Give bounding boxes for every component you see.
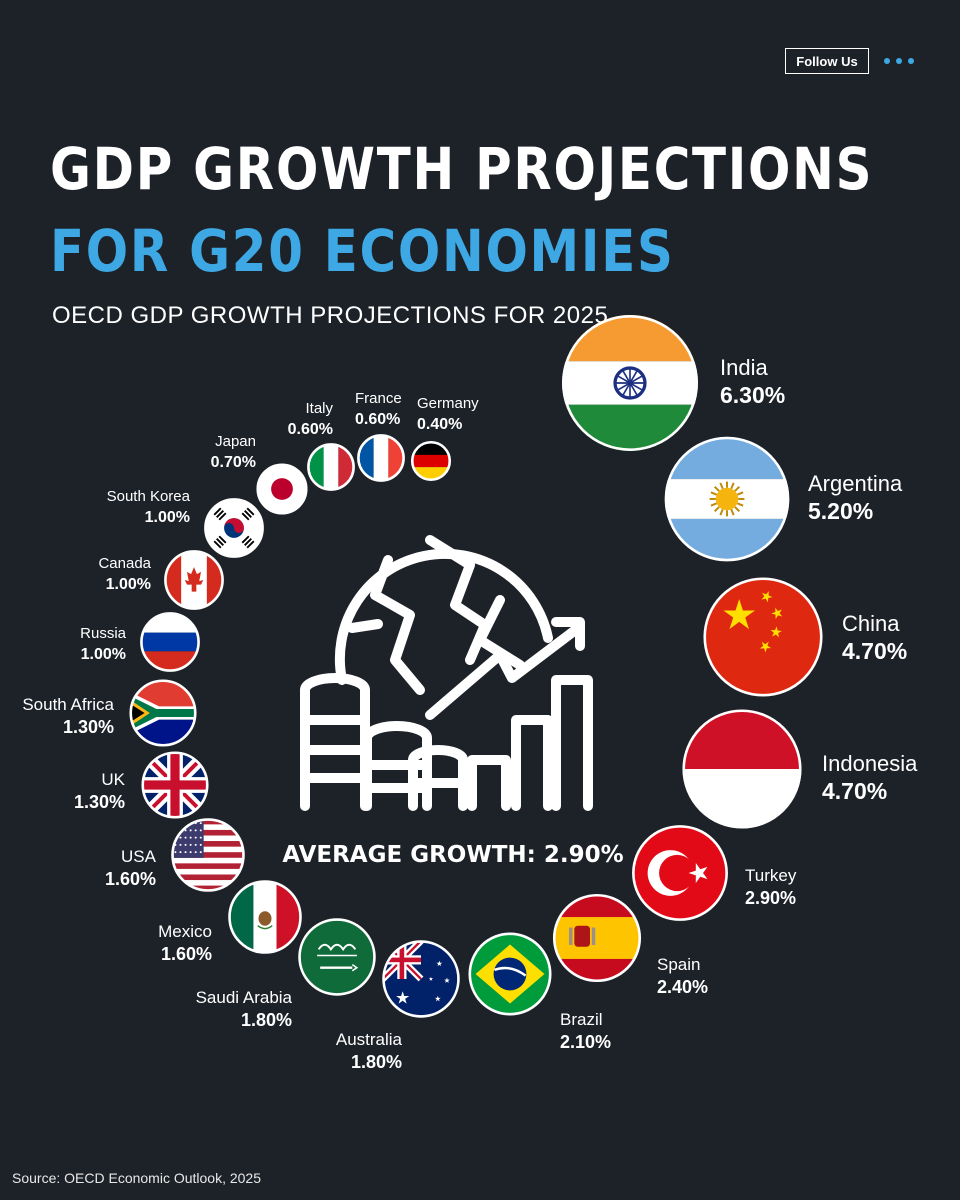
italy-value-label: 0.60% [288,421,333,438]
usa-value-label: 1.60% [105,869,156,889]
canada-flag-bubble [164,550,224,610]
spain-flag-bubble [552,893,642,983]
more-dots-icon[interactable] [884,52,914,70]
average-growth-label: AVERAGE GROWTH: 2.90% [282,842,623,868]
germany-country-label: Germany [417,395,479,412]
mexico-value-label: 1.60% [161,944,212,964]
title-line-2: FOR G20 ECONOMIES [50,217,675,285]
italy-country-label: Italy [305,400,333,417]
indonesia-flag-bubble [682,709,802,829]
germany-flag-bubble [410,440,452,482]
australia-country-label: Australia [336,1030,403,1049]
globe-coins-growth-icon [300,535,593,811]
canada-country-label: Canada [98,555,151,572]
south-korea-flag-bubble [204,498,264,558]
india-country-label: India [720,355,768,380]
usa-country-label: USA [121,847,157,866]
saudi-arabia-flag-bubble [298,918,376,996]
subtitle: OECD GDP GROWTH PROJECTIONS FOR 2025 [52,302,609,329]
japan-flag-bubble [256,463,308,515]
uk-flag-bubble [141,751,209,819]
follow-us-button[interactable]: Follow Us [785,48,869,74]
australia-value-label: 1.80% [351,1052,402,1072]
turkey-value-label: 2.90% [745,888,796,908]
mexico-flag-bubble [228,880,302,954]
argentina-value-label: 5.20% [808,498,873,524]
india-flag-bubble [562,315,698,451]
argentina-flag-bubble [664,436,790,562]
source-note: Source: OECD Economic Outlook, 2025 [12,1170,262,1186]
china-value-label: 4.70% [842,638,907,664]
south-korea-country-label: South Korea [107,488,191,505]
france-flag-bubble [357,434,405,482]
france-country-label: France [355,390,402,407]
russia-flag-bubble [140,612,200,672]
india-value-label: 6.30% [720,382,785,408]
brazil-value-label: 2.10% [560,1032,611,1052]
spain-value-label: 2.40% [657,977,708,997]
australia-flag-bubble [382,940,460,1018]
brazil-country-label: Brazil [560,1010,603,1029]
italy-flag-bubble [307,443,355,491]
saudi-arabia-value-label: 1.80% [241,1010,292,1030]
title-line-1: GDP GROWTH PROJECTIONS [50,135,874,203]
japan-country-label: Japan [215,433,256,450]
south-korea-value-label: 1.00% [145,509,190,526]
japan-value-label: 0.70% [211,454,256,471]
usa-flag-bubble [171,818,245,892]
uk-country-label: UK [101,770,125,789]
south-africa-flag-bubble [129,679,197,747]
china-flag-bubble [703,577,823,697]
mexico-country-label: Mexico [158,922,212,941]
germany-value-label: 0.40% [417,416,462,433]
china-country-label: China [842,611,900,636]
indonesia-country-label: Indonesia [822,751,918,776]
south-africa-value-label: 1.30% [63,717,114,737]
spain-country-label: Spain [657,955,700,974]
south-africa-country-label: South Africa [22,695,114,714]
canada-value-label: 1.00% [106,576,151,593]
brazil-flag-bubble [468,932,552,1016]
uk-value-label: 1.30% [74,792,125,812]
indonesia-value-label: 4.70% [822,778,887,804]
turkey-flag-bubble [632,825,728,921]
argentina-country-label: Argentina [808,471,903,496]
turkey-country-label: Turkey [745,866,797,885]
russia-country-label: Russia [80,625,127,642]
france-value-label: 0.60% [355,411,400,428]
russia-value-label: 1.00% [81,646,126,663]
saudi-arabia-country-label: Saudi Arabia [196,988,293,1007]
